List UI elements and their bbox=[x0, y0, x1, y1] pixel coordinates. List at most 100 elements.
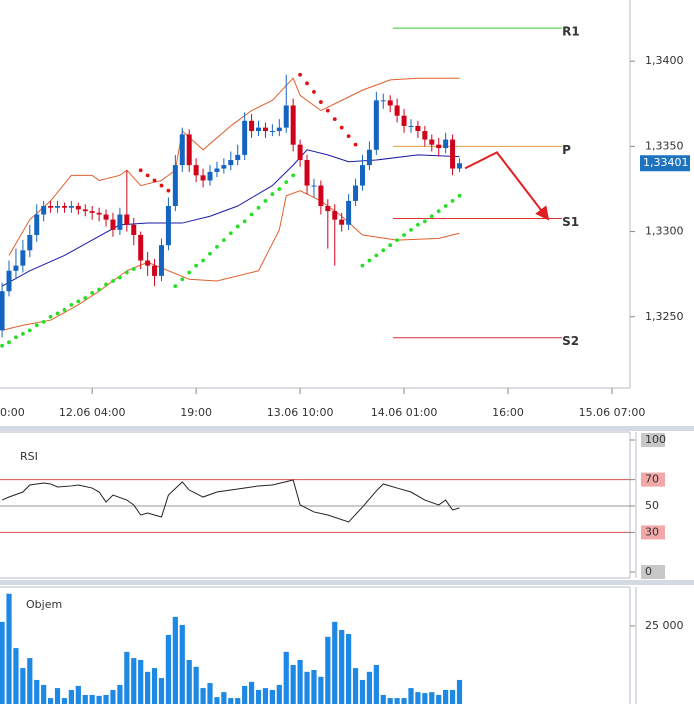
sar-dot bbox=[277, 187, 282, 191]
candle-body bbox=[242, 120, 248, 155]
candle-body bbox=[82, 209, 88, 212]
candle-body bbox=[283, 105, 289, 128]
sar-dot bbox=[111, 279, 115, 283]
candle-body bbox=[117, 214, 123, 230]
candle-body bbox=[457, 163, 463, 169]
x-tick-label: 16:00 bbox=[492, 406, 524, 419]
sar-dot bbox=[221, 238, 226, 242]
volume-bar bbox=[443, 689, 449, 704]
tick-label-bg bbox=[641, 525, 665, 540]
candle-body bbox=[394, 105, 400, 116]
sar-dot bbox=[312, 89, 316, 94]
sar-dot bbox=[7, 340, 11, 345]
volume-bar bbox=[304, 671, 310, 704]
sar-dot bbox=[41, 319, 46, 324]
sar-dot bbox=[388, 243, 393, 248]
sar-dot bbox=[409, 227, 413, 232]
sar-dot bbox=[318, 100, 323, 104]
candle-body bbox=[55, 206, 61, 208]
volume-bar bbox=[214, 697, 220, 704]
volume-bar bbox=[47, 698, 54, 704]
sar-dot bbox=[83, 296, 88, 300]
volume-bar bbox=[380, 694, 386, 704]
candle-body bbox=[450, 139, 456, 169]
volume-bar bbox=[318, 676, 324, 704]
sar-dot bbox=[249, 212, 254, 217]
sar-dot bbox=[124, 270, 129, 275]
volume-bar bbox=[325, 636, 331, 704]
sar-dot bbox=[332, 117, 337, 122]
volume-bar bbox=[96, 695, 102, 704]
volume-bar bbox=[346, 634, 352, 704]
candle-body bbox=[262, 127, 268, 132]
candle-body bbox=[48, 206, 54, 208]
candle-body bbox=[96, 212, 102, 215]
sar-dot bbox=[104, 282, 108, 287]
sar-dot bbox=[339, 125, 344, 130]
candle-body bbox=[103, 214, 109, 220]
y-tick-label: 1,3300 bbox=[645, 225, 684, 238]
tick-label-bg bbox=[641, 472, 665, 487]
candle-body bbox=[325, 206, 331, 212]
tick-label-bg bbox=[641, 565, 665, 579]
last-price-label: 1,33401 bbox=[643, 156, 689, 169]
candle-body bbox=[61, 206, 67, 208]
volume-bar bbox=[20, 668, 26, 704]
sar-dot bbox=[235, 224, 240, 229]
volume-bar bbox=[145, 671, 151, 704]
candle-body bbox=[34, 214, 40, 235]
x-tick-label: 14.06 01:00 bbox=[371, 406, 438, 419]
sar-dot bbox=[402, 233, 406, 237]
sar-dot bbox=[416, 222, 420, 227]
sar-dot bbox=[457, 193, 462, 198]
x-tick-label: 19:00 bbox=[180, 406, 212, 419]
candle-body bbox=[353, 185, 359, 201]
candle-body bbox=[214, 168, 220, 172]
pivot-label: P bbox=[562, 143, 571, 157]
candle-body bbox=[249, 120, 255, 132]
candle-body bbox=[193, 165, 199, 176]
sar-dot bbox=[194, 263, 199, 268]
volume-bar bbox=[110, 689, 116, 704]
sar-dot bbox=[27, 328, 32, 333]
volume-bar bbox=[103, 694, 109, 704]
volume-bar bbox=[311, 669, 317, 704]
volume-bar bbox=[68, 689, 74, 704]
sar-dot bbox=[20, 331, 25, 336]
candle-body bbox=[131, 224, 137, 235]
sar-dot bbox=[76, 299, 81, 304]
y-tick-label: 25 000 bbox=[645, 619, 684, 632]
sar-dot bbox=[0, 343, 4, 348]
candle-body bbox=[13, 265, 19, 271]
rsi-line bbox=[1, 479, 460, 523]
y-tick-label: 1,3400 bbox=[645, 54, 684, 67]
candle-body bbox=[172, 165, 178, 207]
volume-bar bbox=[13, 648, 19, 704]
panel-title: Objem bbox=[26, 598, 62, 611]
candle-body bbox=[436, 144, 442, 149]
volume-bar bbox=[186, 659, 192, 704]
candle-body bbox=[366, 149, 372, 166]
candle-body bbox=[318, 185, 324, 207]
sar-dot bbox=[422, 219, 427, 224]
x-tick-label: 15.06 07:00 bbox=[579, 406, 646, 419]
sar-dot bbox=[374, 253, 379, 258]
sar-dot bbox=[291, 173, 296, 178]
volume-bar bbox=[75, 685, 81, 704]
sar-dot bbox=[97, 287, 102, 292]
candle-body bbox=[200, 175, 206, 181]
volume-bar bbox=[235, 698, 241, 704]
volume-bar bbox=[124, 651, 130, 704]
sar-dot bbox=[284, 180, 289, 185]
y-tick-label: 70 bbox=[645, 473, 659, 486]
tick-label-bg bbox=[641, 433, 665, 447]
candle-body bbox=[20, 250, 26, 266]
candle-body bbox=[297, 144, 303, 161]
panel-separator bbox=[0, 580, 694, 585]
candle-body bbox=[41, 206, 47, 215]
sar-dot bbox=[367, 258, 372, 263]
volume-bar bbox=[269, 689, 275, 704]
sar-dot bbox=[14, 335, 18, 340]
